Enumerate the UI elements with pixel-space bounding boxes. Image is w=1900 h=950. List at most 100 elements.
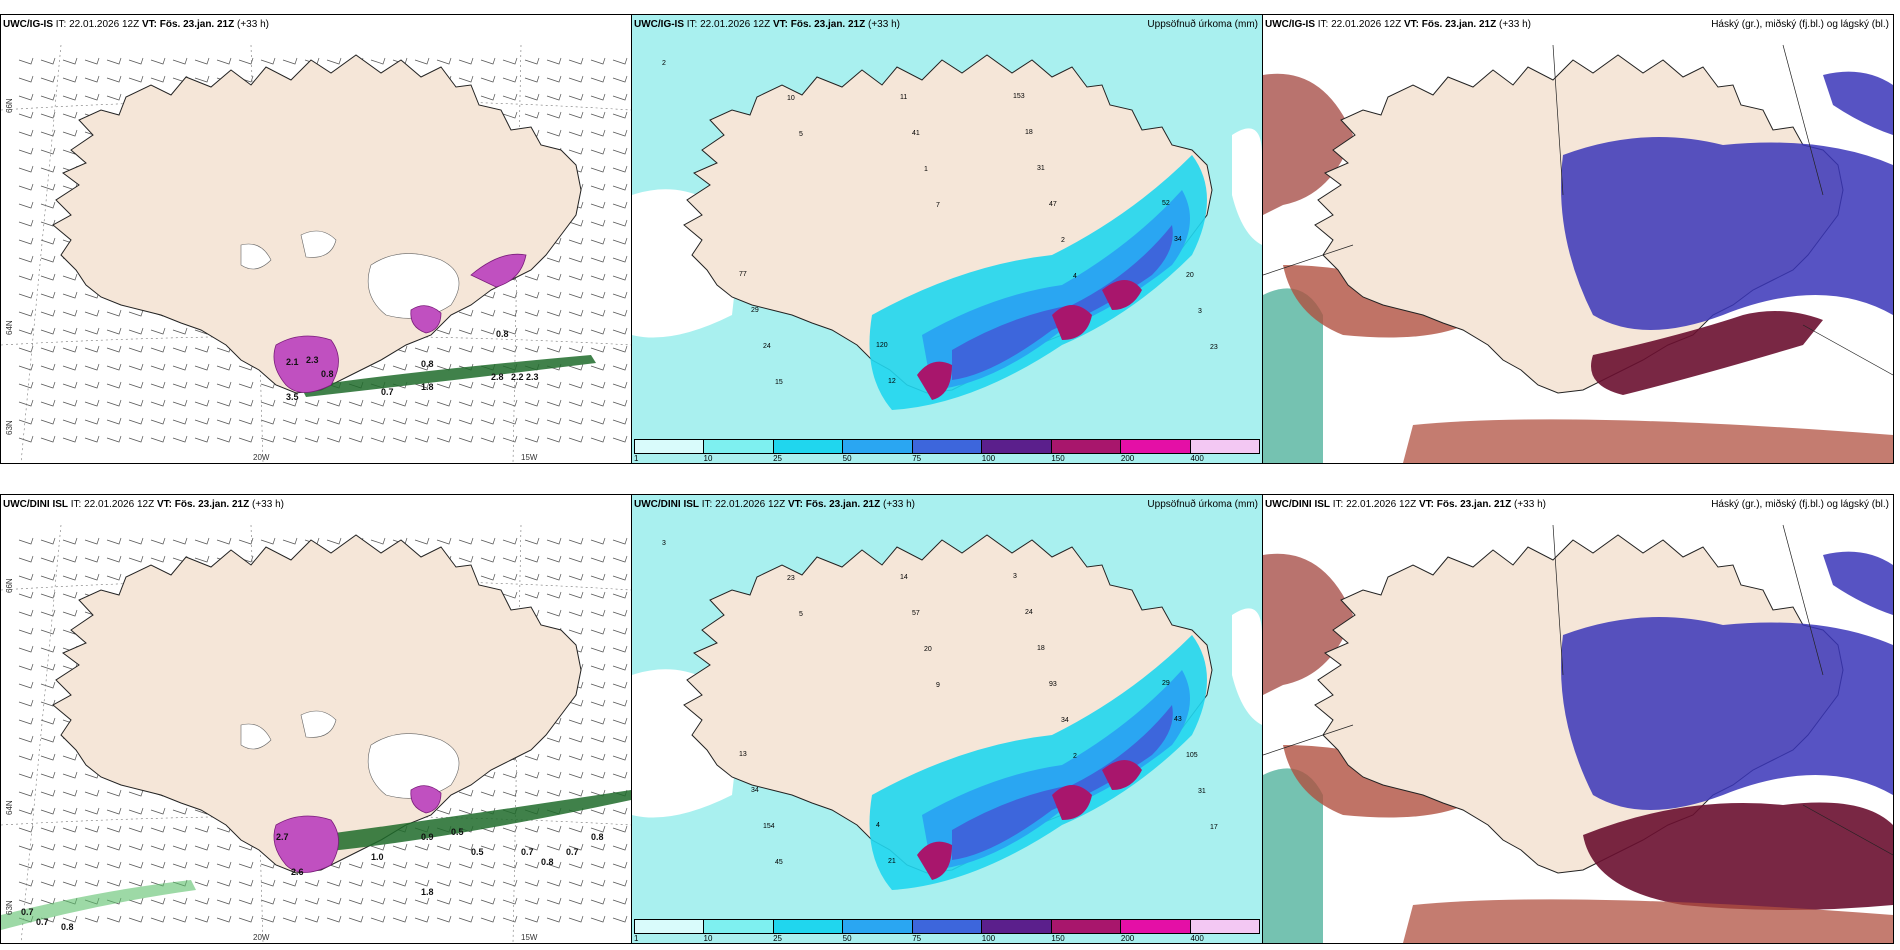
wind-barb [128,75,144,83]
wind-barb-stroke [524,825,540,833]
wind-barb-stroke [172,381,188,389]
wind-barb-stroke [546,609,562,617]
wind-barb-stroke [62,825,78,833]
wind-barb [172,417,188,425]
wind-barb-stroke [282,537,298,545]
precip-value-label: 52 [1162,200,1170,207]
wind-barb-stroke [480,291,496,299]
wind-barb [480,345,496,353]
wind-barb-stroke [194,861,210,869]
wind-value-label: 0.7 [381,387,394,397]
panel-field-label: Uppsöfnuð úrkoma (mm) [1147,19,1258,30]
wind-barb [480,291,496,299]
wind-barb-stroke [216,417,232,425]
wind-barb-stroke [436,435,452,443]
wind-barb [282,537,298,545]
wind-barb [62,291,78,299]
wind-barb-stroke [84,537,100,545]
wind-barb [458,843,474,851]
wind-barb-stroke [590,645,606,653]
wind-barb-stroke [106,555,122,563]
wind-barb-stroke [568,609,584,617]
wind-barb [612,861,628,869]
panel-wind-bottom: 2.7 0.9 0.5 1.0 0.5 0.7 0.8 0.7 0.8 1.8 2.6 0.7 0.7 0… [0,494,632,944]
wind-barb-stroke [282,435,298,443]
wind-barb [546,309,562,317]
wind-barb [458,555,474,563]
wind-barb [480,309,496,317]
wind-barb-stroke [546,555,562,563]
wind-barb-stroke [414,897,430,905]
mid-cloud-area [1591,311,1823,395]
wind-barb-stroke [590,219,606,227]
wind-barb-stroke [62,555,78,563]
wind-barb [590,627,606,635]
wind-barb-stroke [392,879,408,887]
wind-barb-stroke [84,57,100,65]
wind-barb [590,309,606,317]
precip-value-label: 41 [912,130,920,137]
wind-barb-stroke [590,93,606,101]
wind-barb-stroke [150,57,166,65]
wind-barb-stroke [524,345,540,353]
wind-barb [590,201,606,209]
wind-barb [172,381,188,389]
wind-barb-stroke [106,915,122,923]
wind-barb-stroke [590,309,606,317]
wind-barb-stroke [524,861,540,869]
wind-barb [612,381,628,389]
wind-barb-stroke [194,897,210,905]
precip-value-label: 20 [924,646,932,653]
precip-map: 3592172320343145579310515414184334212429… [632,495,1262,943]
wind-barb [348,435,364,443]
wind-barb-stroke [62,879,78,887]
wind-barb-stroke [238,915,254,923]
wind-barb [370,57,386,65]
wind-barb [348,417,364,425]
wind-barb [40,165,56,173]
wind-barb-stroke [590,57,606,65]
colorbar-swatch [1190,920,1259,933]
wind-barb [40,555,56,563]
wind-barb [612,717,628,725]
wind-barb-stroke [18,237,34,245]
wind-barb-stroke [480,861,496,869]
wind-barb-stroke [62,327,78,335]
wind-barb-stroke [260,417,276,425]
wind-barb-stroke [590,363,606,371]
wind-barb-stroke [304,897,320,905]
wind-barb-stroke [392,861,408,869]
wind-barb-stroke [568,699,584,707]
wind-barb-stroke [326,915,342,923]
wind-barb-stroke [392,417,408,425]
precip-max [917,361,952,400]
wind-barb [612,435,628,443]
wind-barb-stroke [172,861,188,869]
glacier-patch [300,230,337,258]
wind-barb [590,165,606,173]
wind-barb [546,915,562,923]
wind-barb [260,417,276,425]
wind-barb-stroke [18,735,34,743]
wind-barb-stroke [62,771,78,779]
wind-barb-stroke [436,807,452,815]
wind-barb [612,129,628,137]
wind-barb-stroke [502,111,518,119]
wind-barb [18,681,34,689]
wind-barb [568,627,584,635]
wind-barb [150,435,166,443]
wind-barb-stroke [18,843,34,851]
wind-barb-stroke [216,843,232,851]
wind-barb-stroke [106,825,122,833]
wind-value-label: 0.8 [61,922,74,932]
wind-barb-stroke [568,735,584,743]
wind-barb [590,183,606,191]
wind-barb [568,309,584,317]
wind-barb [18,129,34,137]
wind-barb [172,327,188,335]
wind-barb [502,879,518,887]
wind-barb-stroke [612,93,628,101]
panel-title: UWC/IG-IS IT: 22.01.2026 12Z VT: Fös. 23… [1265,19,1531,30]
colorbar-tick-label: 25 [773,934,783,943]
wind-barb [458,57,474,65]
